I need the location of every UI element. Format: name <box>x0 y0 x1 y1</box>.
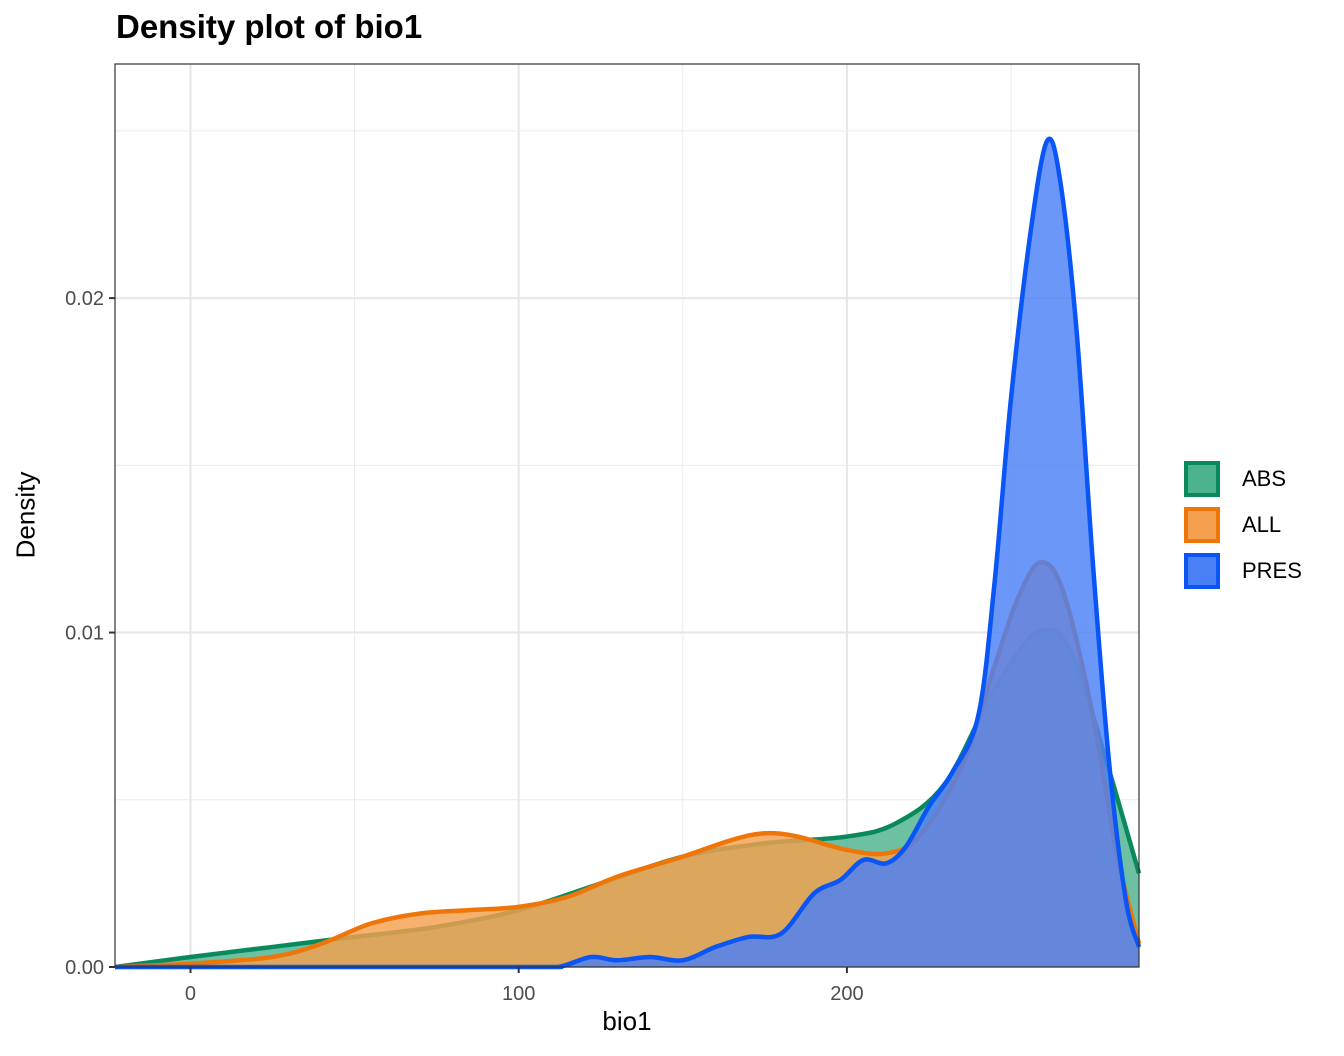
y-axis: 0.00 0.01 0.02 <box>65 288 115 979</box>
y-axis-label: Density <box>10 471 41 559</box>
density-areas <box>114 136 1142 970</box>
x-axis: 0 100 200 <box>185 967 864 1005</box>
x-axis-label: bio1 <box>602 1006 652 1036</box>
legend-item-pres: PRES <box>1184 548 1302 594</box>
y-tick-label: 0.01 <box>65 623 104 645</box>
legend-label-abs: ABS <box>1242 466 1287 491</box>
x-tick-label: 200 <box>830 983 863 1005</box>
plot-border <box>114 63 1140 968</box>
y-tick-label: 0.00 <box>65 957 104 979</box>
legend: ABS ALL PRES <box>1184 456 1302 594</box>
legend-label-all: ALL <box>1242 512 1282 537</box>
chart-title: Density plot of bio1 <box>116 8 423 45</box>
legend-item-abs: ABS <box>1184 456 1302 502</box>
x-tick-label: 100 <box>502 983 535 1005</box>
legend-item-all: ALL <box>1184 502 1302 548</box>
legend-key-all <box>1184 507 1220 543</box>
density-line-pres <box>115 136 1142 970</box>
legend-key-abs <box>1184 461 1220 497</box>
y-tick-label: 0.02 <box>65 288 104 310</box>
x-tick-label: 0 <box>185 983 196 1005</box>
legend-label-pres: PRES <box>1242 558 1302 583</box>
density-area-pres <box>115 138 1139 967</box>
legend-key-pres <box>1184 553 1220 589</box>
